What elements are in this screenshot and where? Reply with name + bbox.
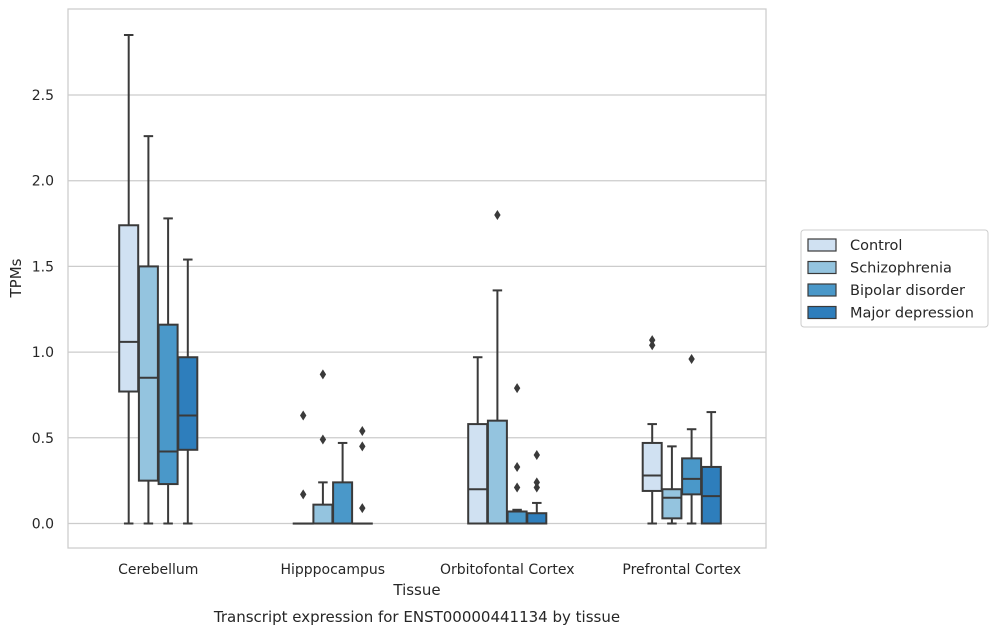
box-body: [526, 512, 548, 525]
legend-frame: [800, 229, 989, 328]
plot-boxes: [118, 34, 722, 525]
x-axis-title: Tissue: [392, 581, 440, 599]
box-body: [486, 419, 508, 525]
outlier-point: [688, 353, 695, 364]
outlier-point: [494, 209, 501, 220]
outlier-point: [649, 340, 656, 351]
legend-label: Major depression: [850, 306, 974, 322]
outlier-point: [649, 335, 656, 346]
box-control: [118, 34, 140, 525]
box-bipolar-disorder: [332, 441, 354, 525]
box-body: [681, 457, 703, 496]
outlier-point: [359, 441, 366, 452]
box-body: [177, 356, 199, 451]
legend-label: Control: [850, 238, 902, 254]
y-tick-label: 2.5: [32, 88, 54, 104]
outlier-point: [513, 482, 521, 493]
legend-swatch: [807, 238, 837, 252]
legend-swatch: [807, 305, 837, 320]
outlier-point: [359, 503, 366, 514]
outlier-point: [533, 482, 540, 493]
box-major-depression: [700, 411, 722, 525]
legend: Control Schizophrenia Bipolar disorder Majo…: [800, 229, 989, 328]
y-tick-label: 0.0: [32, 517, 54, 533]
box-schizophrenia: [661, 445, 683, 525]
box-body: [312, 503, 334, 525]
box-body: [661, 488, 683, 520]
outlier-point: [533, 477, 540, 488]
y-tick-label: 1.0: [32, 345, 54, 361]
outlier-point: [533, 449, 540, 460]
box-control: [641, 335, 663, 525]
y-axis-ticks: 0.0 0.5 1.0 1.5 2.0 2.5: [32, 88, 54, 533]
box-body: [137, 265, 159, 482]
outlier-point: [359, 425, 366, 436]
y-tick-label: 1.5: [32, 259, 54, 275]
chart-caption: Transcript expression for ENST0000044113…: [213, 608, 620, 626]
box-schizophrenia: [486, 209, 508, 525]
legend-label: Bipolar disorder: [850, 283, 965, 299]
box-body: [157, 323, 179, 486]
legend-swatch: [807, 260, 837, 275]
plot-frame: [67, 8, 767, 549]
legend-label: Schizophrenia: [850, 261, 952, 277]
box-body: [641, 441, 663, 492]
box-body: [332, 481, 354, 525]
y-tick-label: 2.0: [32, 174, 54, 190]
x-axis-ticks: Cerebellum Hipppocampus Orbitofontal Corte…: [118, 562, 741, 578]
x-tick-label: Hipppocampus: [280, 562, 385, 578]
box-major-depression: [526, 449, 548, 525]
legend-swatch: [807, 283, 837, 297]
box-major-depression: [177, 258, 199, 525]
y-axis-title: TPMs: [7, 258, 25, 298]
x-tick-label: Orbitofontal Cortex: [440, 562, 575, 578]
box-major-depression: [351, 425, 373, 525]
x-tick-label: Cerebellum: [118, 562, 198, 578]
box-schizophrenia: [312, 369, 334, 525]
outlier-point: [319, 369, 327, 380]
outlier-point: [513, 461, 521, 472]
x-tick-label: Prefrontal Cortex: [622, 562, 741, 578]
outlier-point: [300, 489, 307, 500]
box-control: [292, 410, 314, 525]
box-body: [467, 423, 489, 525]
y-tick-label: 0.5: [32, 431, 54, 447]
outlier-point: [300, 410, 307, 421]
outlier-point: [319, 434, 327, 445]
box-body: [506, 510, 528, 525]
box-body: [118, 224, 140, 393]
outlier-point: [513, 383, 521, 394]
